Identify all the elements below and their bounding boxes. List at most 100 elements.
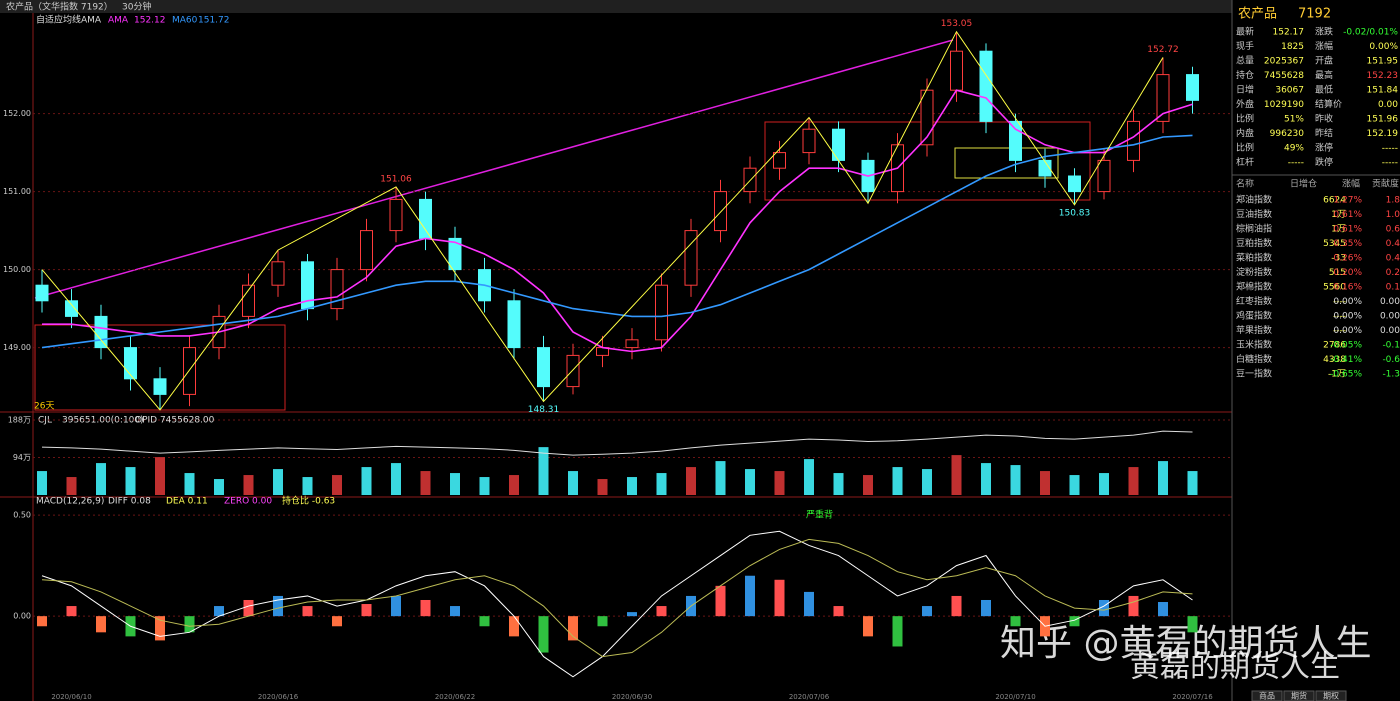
volume-bar <box>184 473 195 495</box>
macd-bar <box>96 616 106 633</box>
macd-bar <box>1158 602 1168 617</box>
macd-bar <box>1099 599 1109 617</box>
table-cell: -33 <box>1331 254 1346 264</box>
macd-bar <box>922 606 932 617</box>
quote-value: 151.95 <box>1367 57 1399 67</box>
table-header: 贡献度 <box>1372 178 1399 190</box>
panel-subtitle: 395651.00(0:100) <box>62 416 144 426</box>
quote-value: 51% <box>1284 115 1304 125</box>
macd-bar <box>863 616 873 637</box>
candle-body <box>773 152 786 169</box>
legend-value: 152.12 <box>134 16 166 26</box>
table-cell: 0.1 <box>1386 283 1400 293</box>
quote-name: 农产品 <box>1238 7 1277 22</box>
annotation: 26天 <box>34 402 54 412</box>
x-tick-label: 2020/06/10 <box>51 693 91 701</box>
macd-bar <box>804 591 814 617</box>
y-tick-label: 0.50 <box>13 511 31 520</box>
candle-body <box>507 300 521 349</box>
volume-bar <box>66 477 77 495</box>
x-tick-label: 2020/06/30 <box>612 693 652 701</box>
table-cell: 0.61% <box>1333 210 1362 220</box>
quote-value: 0.00 <box>1378 100 1398 110</box>
candle-body <box>566 354 580 388</box>
table-cell: 玉米指数 <box>1236 339 1272 351</box>
y-tick-label: 188万 <box>8 416 31 425</box>
title-bar <box>0 0 1232 13</box>
y-tick-label: 151.00 <box>3 187 31 196</box>
volume-bar <box>863 475 873 495</box>
table-cell: 1.8 <box>1386 196 1400 206</box>
quote-value: 151.96 <box>1367 115 1399 125</box>
volume-bar <box>509 475 519 495</box>
quote-value: 36067 <box>1275 86 1304 96</box>
volume-bar <box>273 469 283 495</box>
table-cell: 郑棉指数 <box>1236 281 1272 293</box>
quote-value: 0.00% <box>1369 42 1398 52</box>
table-cell: 0.26% <box>1333 254 1362 264</box>
table-cell: 郑油指数 <box>1236 194 1272 206</box>
quote-label: 结算价 <box>1315 98 1342 110</box>
macd-bar <box>479 616 490 627</box>
peak-label: 151.06 <box>380 174 412 184</box>
table-cell: ---- <box>1333 297 1346 307</box>
volume-bar <box>568 471 578 495</box>
table-cell: 1万 <box>1331 210 1346 220</box>
macd-bar <box>715 585 726 617</box>
table-cell: 5560 <box>1323 283 1346 293</box>
volume-bar <box>214 479 224 495</box>
table-cell: -0.6 <box>1382 355 1400 365</box>
quote-value: 152.17 <box>1273 28 1305 38</box>
tab <box>1315 690 1347 701</box>
table-cell: -1.3 <box>1382 370 1400 380</box>
table-cell: 0.2 <box>1386 268 1400 278</box>
candle-body <box>448 237 462 271</box>
watermark: 黄磊的期货人生 <box>1130 650 1340 685</box>
tab-label[interactable]: 商品 <box>1259 691 1275 701</box>
peak-label: 153.05 <box>941 19 973 29</box>
macd-bar <box>184 616 195 633</box>
macd-bar <box>774 579 785 617</box>
y-tick-label: 150.00 <box>3 265 31 274</box>
volume-bar <box>627 477 637 495</box>
candle-body <box>389 198 403 232</box>
volume-bar <box>1128 467 1139 495</box>
trend-line <box>34 39 954 299</box>
legend-value: 151.72 <box>198 16 230 26</box>
box <box>954 147 1059 179</box>
peak-label: 152.72 <box>1147 45 1179 55</box>
macd-bar <box>745 575 755 617</box>
quote-label: 涨幅 <box>1315 40 1333 52</box>
macd-line <box>41 538 1193 658</box>
x-tick-label: 2020/06/16 <box>258 693 299 701</box>
candle-body <box>979 50 993 122</box>
table-cell: 0.4 <box>1386 239 1400 249</box>
tab-label[interactable]: 期货 <box>1291 691 1307 701</box>
opid-line <box>41 430 1193 456</box>
zigzag <box>41 30 1164 411</box>
macd-bar <box>1187 616 1198 633</box>
table-cell: 1万 <box>1331 225 1346 235</box>
quote-value: 1825 <box>1281 42 1304 52</box>
legend-entry: 持仓比 -0.63 <box>282 495 335 507</box>
table-cell: 0.00% <box>1333 297 1362 307</box>
macd-bar <box>1069 616 1080 627</box>
quote-value: 49% <box>1284 144 1304 154</box>
quote-value: 152.23 <box>1367 71 1399 81</box>
quote-value: 996230 <box>1270 129 1305 139</box>
quote-value: 1029190 <box>1264 100 1304 110</box>
table-cell: 0.00 <box>1380 297 1400 307</box>
table-cell: 1.27% <box>1333 196 1362 206</box>
table-cell: 白糖指数 <box>1236 353 1272 365</box>
period: 30分钟 <box>122 1 151 13</box>
macd-bar <box>509 616 519 637</box>
candle-body <box>330 269 344 310</box>
table-cell: 5345 <box>1323 239 1346 249</box>
macd-bar <box>450 606 460 617</box>
macd-bar <box>214 606 224 617</box>
candle-body <box>714 191 727 232</box>
table-cell: 1.0 <box>1386 210 1400 220</box>
tab-label[interactable]: 期权 <box>1323 691 1339 701</box>
